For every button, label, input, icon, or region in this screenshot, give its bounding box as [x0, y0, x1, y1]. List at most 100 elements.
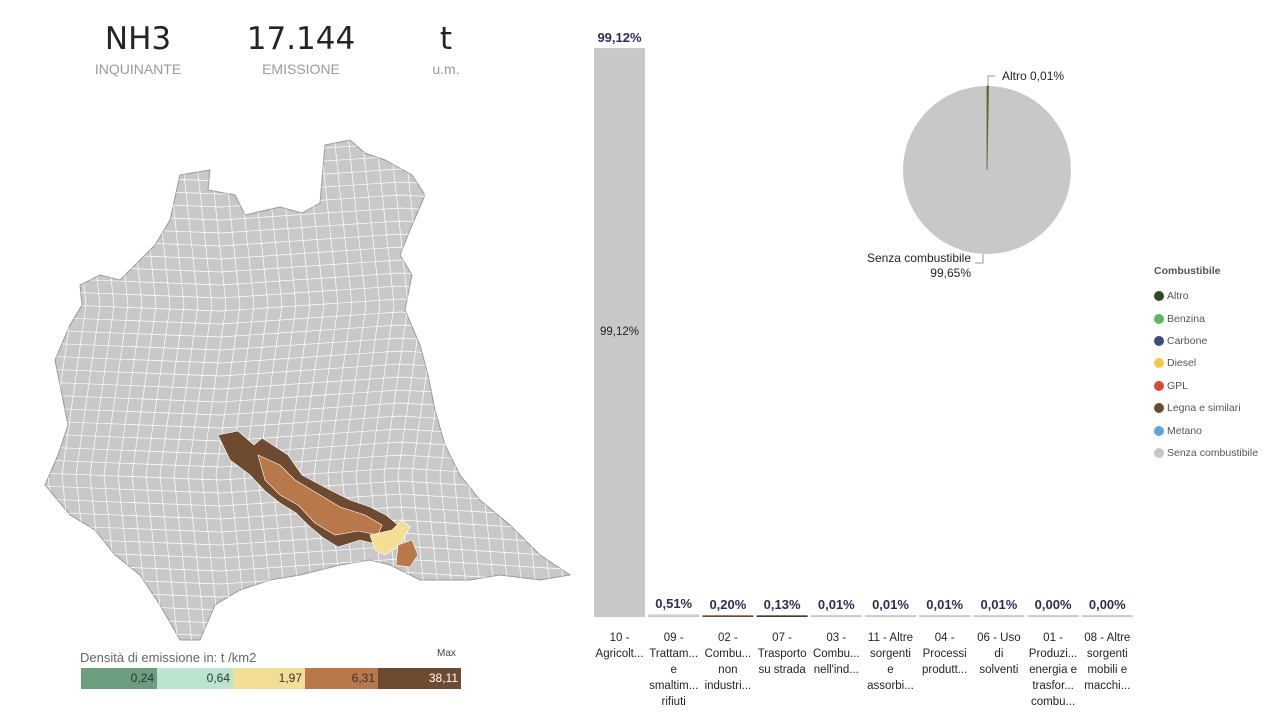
emission-density-map[interactable]	[40, 135, 580, 645]
municipality-border	[229, 140, 255, 640]
legend-bin-4: 38,11	[378, 668, 461, 689]
legend-swatch-icon	[1154, 425, 1164, 436]
region-outline[interactable]	[44, 139, 572, 641]
kpi-unit-value: t	[439, 21, 453, 57]
bar-value-label-5: 0,01%	[872, 597, 909, 612]
legend-item-carbone[interactable]: Carbone	[1154, 330, 1258, 352]
category-label-3: 07 -Trasporto su strada	[758, 632, 807, 676]
map-high-density-area[interactable]	[217, 430, 419, 568]
pie-callout-altro: Altro 0,01%	[1002, 69, 1064, 83]
category-label-6: 04 -Processi produtt...	[922, 632, 967, 676]
kpi-pollutant-label: INQUINANTE	[94, 61, 182, 77]
pie-callout-altro-line	[987, 75, 995, 86]
bar-inner-label: 99,12%	[600, 326, 639, 338]
kpi-unit: t u.m.	[376, 20, 516, 77]
municipality-border	[45, 623, 570, 637]
bar-value-label-6: 0,01%	[926, 597, 963, 612]
legend-swatch-icon	[1154, 447, 1164, 458]
legend-item-label: Legna e similari	[1167, 402, 1241, 415]
legend-swatch-icon	[1154, 313, 1164, 324]
pie-callout-senza-value: 99,65%	[930, 266, 971, 280]
municipality-border	[45, 142, 570, 156]
legend-item-metano[interactable]: Metano	[1154, 419, 1258, 441]
municipality-border	[187, 140, 213, 640]
medium-density-zone-yellow[interactable]	[369, 519, 411, 556]
bar-accent-5	[865, 615, 916, 617]
legend-swatch-icon	[1154, 403, 1164, 414]
category-label-4: 03 -Combu... nell'ind...	[813, 632, 860, 676]
kpi-emission: 17.144 EMISSIONE	[231, 20, 371, 77]
pie-slice-altro[interactable]	[986, 85, 989, 171]
legend-item-label: Diesel	[1167, 357, 1197, 370]
bar-accent-3	[756, 615, 808, 617]
bar-accent-8	[1027, 615, 1079, 617]
bar-accent-2	[702, 615, 754, 617]
bar-value-label-2: 0,20%	[709, 597, 746, 612]
legend-bin-0: 0,24	[81, 668, 157, 689]
legend-swatch-icon	[1154, 380, 1164, 391]
legend-swatch-icon	[1154, 335, 1164, 346]
legend-item-legna-e-similari[interactable]: Legna e similari	[1154, 397, 1258, 419]
municipality-border	[327, 140, 353, 640]
municipality-border	[285, 140, 311, 640]
municipality-border	[173, 140, 199, 640]
legend-item-senza-combustibile[interactable]: Senza combustibile	[1154, 442, 1258, 464]
legend-bin-3: 6,31	[305, 668, 378, 689]
sector-bar-chart[interactable]: 99,12% 10 -Agricolt... 0,51% 09 -Trattam...…	[590, 15, 1150, 715]
category-label-2: 02 -Combu... non industri...	[705, 632, 752, 692]
bar-accent-4	[810, 615, 862, 617]
bar-0[interactable]	[594, 48, 645, 617]
bar-value-label-3: 0,13%	[764, 597, 801, 612]
municipality-border	[45, 532, 570, 546]
municipality-border	[257, 140, 283, 640]
legend-item-altro[interactable]: Altro	[1154, 285, 1258, 307]
category-label-7: 06 - Uso di solventi	[977, 632, 1020, 676]
legend-item-label: Altro	[1167, 290, 1189, 303]
bar-accent-7	[973, 615, 1025, 617]
legend-bin-1: 0,64	[157, 668, 233, 689]
legend-item-label: Metano	[1167, 424, 1203, 437]
kpi-pollutant-value: NH3	[104, 21, 172, 57]
municipality-border	[45, 545, 570, 559]
density-zone-edge[interactable]	[395, 539, 419, 568]
legend-item-label: Senza combustibile	[1167, 446, 1259, 459]
bar-value-label-0: 99,12%	[597, 30, 642, 45]
map-legend-title: Densità di emissione in: t /km2	[80, 650, 257, 665]
pie-callout-senza-label: Senza combustibile	[867, 251, 971, 265]
municipality-border	[45, 610, 570, 624]
legend-item-diesel[interactable]: Diesel	[1154, 352, 1258, 374]
kpi-unit-label: u.m.	[432, 61, 460, 77]
municipality-border	[45, 636, 570, 640]
municipality-border	[243, 140, 269, 640]
legend-item-gpl[interactable]: GPL	[1154, 375, 1258, 397]
kpi-emission-value: 17.144	[246, 21, 356, 57]
category-label-1: 09 -Trattam... e smaltim... rifiuti	[649, 632, 698, 708]
fuel-legend: Combustibile Altro Benzina Carbone Diesel GP…	[1154, 265, 1258, 464]
legend-swatch-icon	[1154, 358, 1164, 369]
legend-item-label: GPL	[1167, 379, 1189, 392]
municipality-border	[45, 140, 570, 143]
bar-accent-6	[919, 615, 971, 617]
map-region-base[interactable]	[40, 135, 580, 645]
legend-item-benzina[interactable]: Benzina	[1154, 307, 1258, 329]
municipality-border	[271, 140, 297, 640]
municipality-border	[313, 140, 339, 640]
municipality-border	[45, 194, 570, 208]
municipality-border	[45, 181, 570, 195]
pie-callout-senza-line	[975, 254, 984, 264]
bar-accent-1	[648, 615, 700, 617]
bar-value-label-8: 0,00%	[1035, 597, 1072, 612]
municipality-border	[45, 597, 570, 611]
category-label-5: 11 - Altre sorgenti e assorbi...	[867, 632, 914, 692]
legend-swatch-icon	[1154, 291, 1164, 302]
fuel-legend-title: Combustibile	[1154, 265, 1221, 277]
municipality-border	[45, 155, 570, 169]
category-label-0: 10 -Agricolt...	[596, 632, 644, 660]
bar-value-label-7: 0,01%	[980, 597, 1017, 612]
municipality-border	[565, 140, 570, 640]
municipality-border	[299, 140, 325, 640]
category-label-8: 01 -Produzi... energia e trasfor... combu..…	[1029, 632, 1078, 708]
bar-value-label-9: 0,00%	[1089, 597, 1126, 612]
municipality-border	[215, 140, 241, 640]
